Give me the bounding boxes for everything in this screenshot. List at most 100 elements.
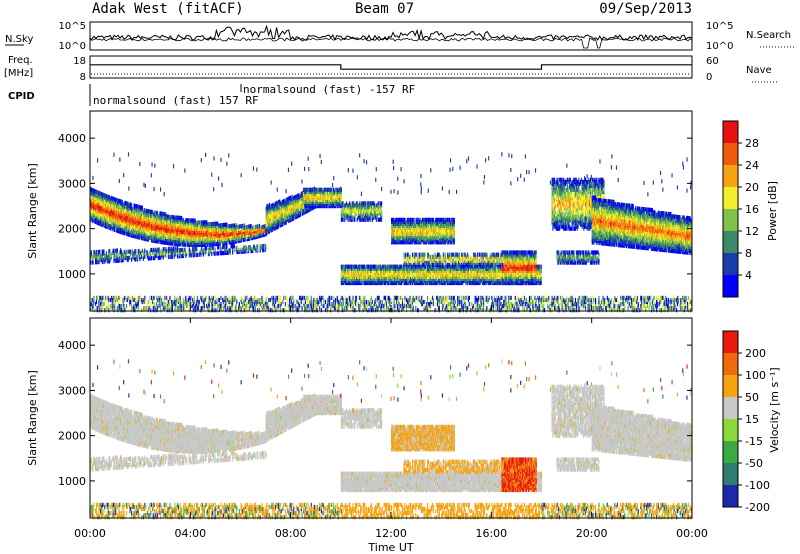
power-cell [231,240,233,245]
power-cell [158,251,160,256]
power-cell [247,224,249,229]
power-cell [365,211,368,216]
power-cell [268,215,271,220]
power-cell [105,193,107,198]
power-cell [217,251,219,256]
power-cell [178,238,180,243]
power-cell [105,224,108,229]
power-cell [177,240,179,245]
power-cell [254,246,256,251]
power-cell [208,252,210,257]
power-cell [238,247,240,252]
power-cell [226,244,228,249]
power-cell [126,215,128,220]
power-cell [148,256,150,261]
power-cell [370,211,373,216]
power-cell [101,212,103,217]
power-cell [179,248,181,253]
power-cell [132,209,134,214]
power-cell [159,251,161,256]
power-cell [135,212,137,217]
power-cell [316,202,318,207]
power-cell [245,245,247,250]
power-cell [254,227,256,232]
power-cell [212,234,214,239]
power-cell [170,252,172,257]
power-cell [176,219,178,224]
power-cell [364,209,366,214]
power-cell [155,253,157,258]
power-cell [241,247,243,252]
power-cell [123,250,125,255]
power-cell [150,230,152,235]
power-cell [160,211,162,216]
power-cell [187,228,189,233]
power-cell [157,219,159,224]
power-cell [337,195,339,200]
power-cell [104,201,106,206]
power-cell [184,238,186,243]
power-cell [146,250,149,255]
power-cell [120,227,122,232]
power-cell [331,191,333,196]
power-cell [361,278,363,284]
power-cell [190,226,192,231]
power-cell [97,196,99,201]
power-cell [257,248,259,253]
power-cell [117,229,119,234]
power-cell [204,220,206,225]
power-cell [123,256,125,261]
power-cell [123,229,125,234]
power-cell [202,250,204,255]
power-cell [360,211,362,216]
power-cell [207,238,210,243]
power-cell [94,209,96,214]
power-cell [199,228,201,233]
power-cell [202,226,204,231]
power-cell [116,222,118,227]
power-cell [280,202,282,207]
power-cell [260,229,262,234]
power-cell [202,232,204,237]
power-cell [325,202,327,207]
power-cell [222,223,224,228]
nave-label: Nave [746,65,772,76]
power-cell [187,236,189,241]
power-cell [152,234,154,239]
power-cell [234,235,236,240]
power-cell [287,197,289,202]
power-cell [370,201,373,206]
power-cell [153,212,155,217]
power-cell [115,248,117,253]
power-cell [256,224,258,229]
power-cell [173,215,175,220]
power-cell [243,245,245,250]
power-cell [153,220,155,225]
power-cell [170,219,172,224]
power-cell [233,233,235,238]
power-cell [239,230,241,235]
power-cell [100,220,102,225]
power-cell [340,217,342,222]
power-cell [289,216,291,221]
power-cell [192,232,194,237]
power-cell [290,217,292,222]
power-cell [160,235,162,241]
power-cell [319,202,322,207]
power-cell [182,234,184,239]
power-cell [236,250,238,255]
power-cell [113,227,115,232]
power-cell [250,246,252,252]
power-cell [355,209,358,214]
power-cell [238,228,240,233]
power-cell [243,237,245,243]
power-cell [196,226,198,231]
power-cell [232,244,234,249]
power-cell [210,224,212,229]
power-cell [225,250,227,255]
power-cell [130,202,132,207]
power-cell [226,228,228,233]
power-cell [284,200,286,205]
power-cell [90,189,92,194]
power-cell [93,196,95,201]
